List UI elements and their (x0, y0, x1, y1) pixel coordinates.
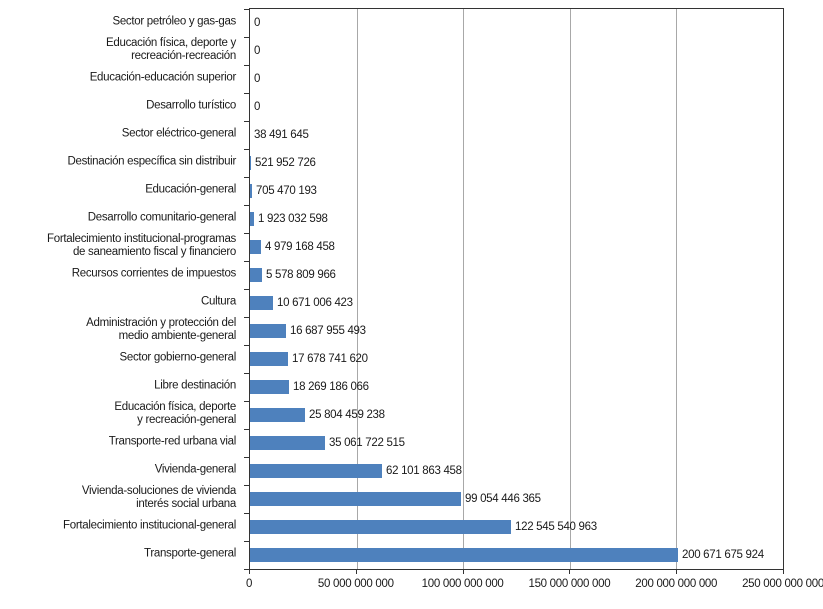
x-tick-label: 200 000 000 000 (635, 578, 718, 590)
y-tickmark (244, 65, 249, 66)
x-tick-label: 100 000 000 000 (421, 578, 504, 590)
gridline (356, 9, 358, 569)
x-tickmark (249, 569, 250, 574)
x-tickmark (355, 569, 357, 574)
bar (250, 156, 251, 170)
category-label: Desarrollo turístico (146, 99, 236, 112)
y-tickmark (244, 121, 249, 122)
value-label: 5 578 809 966 (266, 269, 336, 281)
value-label: 16 687 955 493 (290, 325, 366, 337)
value-label: 0 (254, 73, 261, 85)
value-label: 99 054 446 365 (465, 493, 541, 505)
bar (250, 352, 288, 366)
bar (250, 268, 262, 282)
x-tick-label: 50 000 000 000 (317, 578, 394, 590)
category-label: Educación-general (145, 183, 236, 196)
bar (250, 464, 382, 478)
y-tickmark (244, 317, 249, 318)
value-label: 0 (254, 17, 261, 29)
x-tickmark (569, 569, 571, 574)
category-label: Desarrollo comunitario-general (87, 211, 237, 224)
category-label: Transporte-red urbana vial (108, 435, 237, 448)
category-label: Vivienda-soluciones de vivienda interés … (81, 485, 236, 510)
bar (250, 408, 305, 422)
category-label: Educación-educación superior (89, 71, 237, 84)
gridline (463, 9, 465, 569)
y-tickmark (244, 345, 249, 346)
y-tickmark (244, 513, 249, 514)
value-label: 25 804 459 238 (309, 409, 385, 421)
y-tickmark (244, 93, 249, 94)
category-label: Libre destinación (154, 379, 236, 392)
x-tick-label: 250 000 000 000 (742, 578, 823, 590)
y-tickmark (244, 569, 249, 570)
category-label: Vivienda-general (154, 463, 237, 476)
category-label: Administración y protección del medio am… (86, 317, 236, 342)
y-tickmark (244, 485, 249, 486)
value-label: 200 671 675 924 (682, 549, 764, 561)
bar (250, 520, 511, 534)
value-label: 521 952 726 (255, 157, 316, 169)
value-label: 17 678 741 620 (292, 353, 368, 365)
category-label: Educación física, deporte y recreación-g… (114, 401, 236, 426)
x-tick-label: 0 (245, 578, 253, 590)
gridline (569, 9, 571, 569)
x-tickmark (676, 569, 678, 574)
y-tickmark (244, 261, 249, 262)
y-tickmark (244, 373, 249, 374)
bar (250, 324, 286, 338)
category-label: Transporte-general (144, 547, 236, 560)
y-tickmark (244, 9, 249, 10)
value-label: 35 061 722 515 (329, 437, 405, 449)
category-label: Fortalecimiento institucional-general (63, 519, 236, 532)
category-label: Destinación específica sin distribuir (67, 155, 236, 168)
value-label: 0 (254, 45, 261, 57)
value-label: 38 491 645 (254, 129, 309, 141)
category-label: Recursos corrientes de impuestos (71, 267, 237, 280)
x-tickmark (783, 569, 784, 574)
y-tickmark (244, 149, 249, 150)
y-tickmark (244, 541, 249, 542)
bar (250, 436, 325, 450)
value-label: 122 545 540 963 (515, 521, 597, 533)
category-label: Sector gobierno-general (119, 351, 237, 364)
bar (250, 296, 273, 310)
y-tickmark (244, 289, 249, 290)
category-label: Fortalecimiento institucional-programas … (47, 233, 236, 258)
y-tickmark (244, 205, 249, 206)
gridline (676, 9, 678, 569)
y-tickmark (244, 177, 249, 178)
bar (250, 492, 461, 506)
bar (250, 380, 289, 394)
category-label: Educación física, deporte y recreación-r… (106, 37, 236, 62)
bar (250, 184, 252, 198)
value-label: 4 979 168 458 (265, 241, 335, 253)
category-label: Sector petróleo y gas-gas (112, 15, 236, 28)
y-tickmark (244, 429, 249, 430)
bar (250, 212, 254, 226)
value-label: 18 269 186 066 (293, 381, 369, 393)
x-tick-label: 150 000 000 000 (528, 578, 611, 590)
y-tickmark (244, 37, 249, 38)
category-axis-labels: Sector petróleo y gas-gas Educación físic… (0, 8, 243, 570)
plot-area: 0 0 0 0 38 491 645 521 952 726 705 470 193 1 92… (249, 8, 784, 570)
value-label: 10 671 006 423 (277, 297, 353, 309)
x-tickmark (462, 569, 464, 574)
y-tickmark (244, 401, 249, 402)
value-label: 1 923 032 598 (258, 213, 328, 225)
value-label: 62 101 863 458 (386, 465, 462, 477)
value-label: 705 470 193 (256, 185, 317, 197)
bar (250, 548, 678, 562)
value-label: 0 (254, 101, 261, 113)
bar (250, 240, 261, 254)
y-tickmark (244, 233, 249, 234)
category-label: Sector eléctrico-general (121, 127, 237, 140)
category-label: Cultura (201, 295, 236, 308)
y-tickmark (244, 457, 249, 458)
